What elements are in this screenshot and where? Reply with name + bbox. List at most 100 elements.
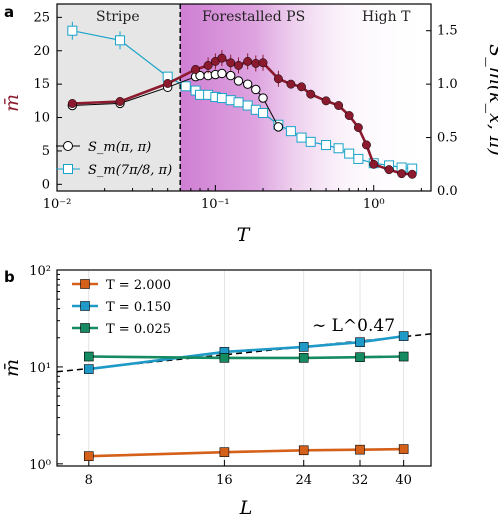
fit-label: ∼ L^0.47 — [312, 316, 395, 336]
point-sm-7pi8 — [216, 93, 227, 104]
point-t015 — [355, 337, 365, 347]
xtick-label-b: 40 — [395, 473, 412, 488]
point-t2 — [398, 444, 409, 454]
point-t2 — [83, 451, 94, 461]
point-t0025 — [83, 351, 94, 362]
xtick-label-b: 16 — [216, 473, 233, 488]
point-mbar — [334, 101, 344, 110]
axis-a-ylabel: m̄ — [1, 94, 23, 112]
point-mbar — [297, 82, 306, 92]
point-mbar — [306, 89, 316, 99]
point-mbar — [234, 60, 243, 70]
xtick-label-a: 10⁻¹ — [201, 197, 230, 212]
axes-a-frame — [56, 3, 432, 192]
ytick-label-b: 10² — [29, 264, 51, 279]
xtick-label-b: 8 — [85, 473, 93, 488]
point-sm-pi — [258, 93, 268, 103]
point-mbar — [258, 58, 268, 68]
point-mbar — [384, 165, 394, 175]
point-t0025 — [398, 351, 409, 362]
region-stripe-label: Stripe — [96, 9, 140, 25]
point-sm-pi — [273, 122, 284, 132]
point-sm-7pi8 — [180, 81, 191, 92]
point-t0025 — [298, 353, 309, 363]
ytick-label-a: 20 — [33, 44, 50, 59]
y2tick-label-a: 1.0 — [437, 77, 458, 92]
legend-sm-pi-marker — [63, 141, 73, 151]
point-sm-pi — [233, 76, 244, 86]
point-sm-7pi8 — [296, 132, 307, 143]
point-sm-pi — [242, 79, 253, 89]
point-sm-7pi8 — [344, 148, 355, 159]
axis-b-ylabel: m̄ — [1, 359, 23, 377]
point-t2 — [219, 447, 230, 457]
point-sm-7pi8 — [115, 35, 126, 46]
point-sm-7pi8 — [353, 153, 364, 164]
legend-t015-marker — [80, 301, 90, 311]
legend-t2-marker — [80, 279, 90, 289]
point-mbar — [362, 140, 371, 150]
point-mbar — [369, 159, 379, 169]
point-mbar — [243, 56, 253, 66]
ytick-label-a: 15 — [33, 77, 50, 92]
legend-t2-label: T = 2.000 — [106, 278, 171, 293]
ytick-label-a: 10 — [33, 111, 50, 126]
point-mbar — [115, 97, 125, 106]
legend-t0025-label: T = 0.025 — [106, 322, 171, 337]
point-mbar — [286, 79, 296, 89]
ytick-label-a: 5 — [42, 144, 50, 159]
panel-b-label: b — [4, 268, 15, 286]
point-t0025 — [355, 352, 365, 362]
xtick-label-a: 10⁰ — [363, 197, 385, 212]
point-mbar — [203, 60, 213, 70]
point-t015 — [298, 342, 309, 352]
point-sm-7pi8 — [285, 126, 296, 137]
point-sm-7pi8 — [333, 143, 344, 154]
legend-sm-pi-label: S_m(π, π) — [88, 140, 151, 155]
y2tick-label-a: 1.5 — [437, 24, 458, 39]
point-sm-7pi8 — [233, 97, 244, 108]
axes-b-frame — [56, 269, 432, 467]
point-t2 — [355, 444, 365, 455]
legend-sm-7pi8-label: S_m(7π/8, π) — [88, 163, 172, 178]
region-high-t-label: High T — [362, 9, 411, 25]
ytick-label-a: 0 — [42, 177, 50, 192]
point-sm-7pi8 — [321, 140, 332, 151]
xtick-label-b: 24 — [295, 473, 312, 488]
point-mbar — [191, 65, 201, 74]
point-t0025 — [219, 353, 230, 363]
y2tick-label-a: 0.5 — [437, 131, 458, 146]
point-t015 — [83, 364, 94, 374]
axis-a-y2label: S_m(k_x, π) — [485, 44, 498, 156]
point-mbar — [273, 74, 283, 84]
xtick-label-b: 32 — [352, 473, 369, 488]
y2tick-label-a: 0.0 — [437, 184, 458, 199]
point-sm-7pi8 — [258, 107, 269, 118]
ytick-label-a: 25 — [33, 10, 50, 25]
point-mbar — [353, 123, 363, 133]
legend-t015-label: T = 0.150 — [106, 300, 171, 315]
axis-a-xlabel: T — [237, 224, 251, 246]
point-mbar — [344, 111, 354, 120]
axis-b-xlabel: L — [239, 497, 253, 519]
legend-b: T = 2.000 T = 0.150 T = 0.025 — [72, 278, 171, 337]
legend-sm-7pi8-marker — [63, 164, 73, 174]
point-mbar — [397, 169, 407, 179]
point-t015 — [398, 331, 409, 341]
point-mbar — [407, 169, 417, 179]
point-mbar — [217, 53, 227, 63]
legend-t0025-marker — [80, 323, 90, 333]
point-sm-7pi8 — [305, 136, 316, 147]
ytick-label-b: 10⁰ — [29, 458, 51, 473]
point-mbar — [67, 99, 77, 108]
point-mbar — [321, 96, 331, 106]
point-mbar — [163, 79, 173, 88]
panel-a-label: a — [4, 3, 14, 21]
chart-layer: 0 5 10 15 20 25 0.0 0.5 1.0 1.5 10⁻² 10⁻¹ 10⁰ 8 16 24 32… — [29, 3, 458, 488]
legend-a: S_m(π, π) S_m(7π/8, π) — [56, 140, 172, 178]
region-forestalled-ps-label: Forestalled PS — [202, 9, 305, 25]
point-mbar — [226, 58, 236, 68]
xtick-label-a: 10⁻² — [43, 197, 72, 212]
point-sm-pi — [226, 70, 236, 81]
